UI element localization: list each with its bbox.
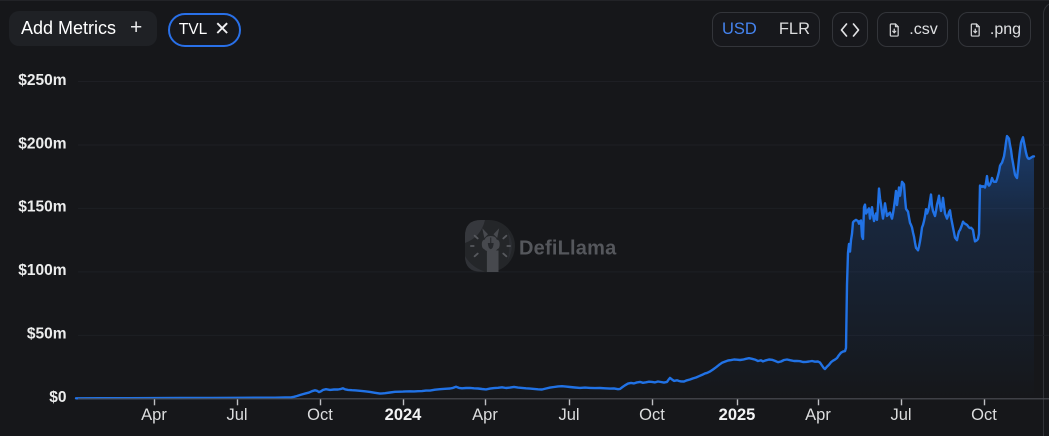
svg-text:$0: $0 — [49, 389, 66, 406]
svg-text:$50m: $50m — [27, 326, 67, 343]
svg-text:DefiLlama: DefiLlama — [519, 238, 617, 260]
svg-text:Apr: Apr — [805, 406, 831, 424]
svg-text:Jul: Jul — [558, 406, 579, 424]
svg-text:Apr: Apr — [472, 406, 498, 424]
svg-text:Jul: Jul — [226, 406, 247, 424]
svg-text:Oct: Oct — [971, 406, 997, 424]
svg-text:$100m: $100m — [18, 262, 66, 279]
svg-text:$150m: $150m — [18, 199, 66, 216]
svg-text:Oct: Oct — [307, 406, 333, 424]
svg-text:$250m: $250m — [18, 72, 66, 89]
svg-text:2025: 2025 — [719, 406, 756, 424]
svg-text:$200m: $200m — [18, 135, 66, 152]
svg-text:Jul: Jul — [890, 406, 911, 424]
svg-text:Apr: Apr — [141, 406, 167, 424]
svg-text:2024: 2024 — [385, 406, 423, 424]
svg-text:Oct: Oct — [639, 406, 665, 424]
